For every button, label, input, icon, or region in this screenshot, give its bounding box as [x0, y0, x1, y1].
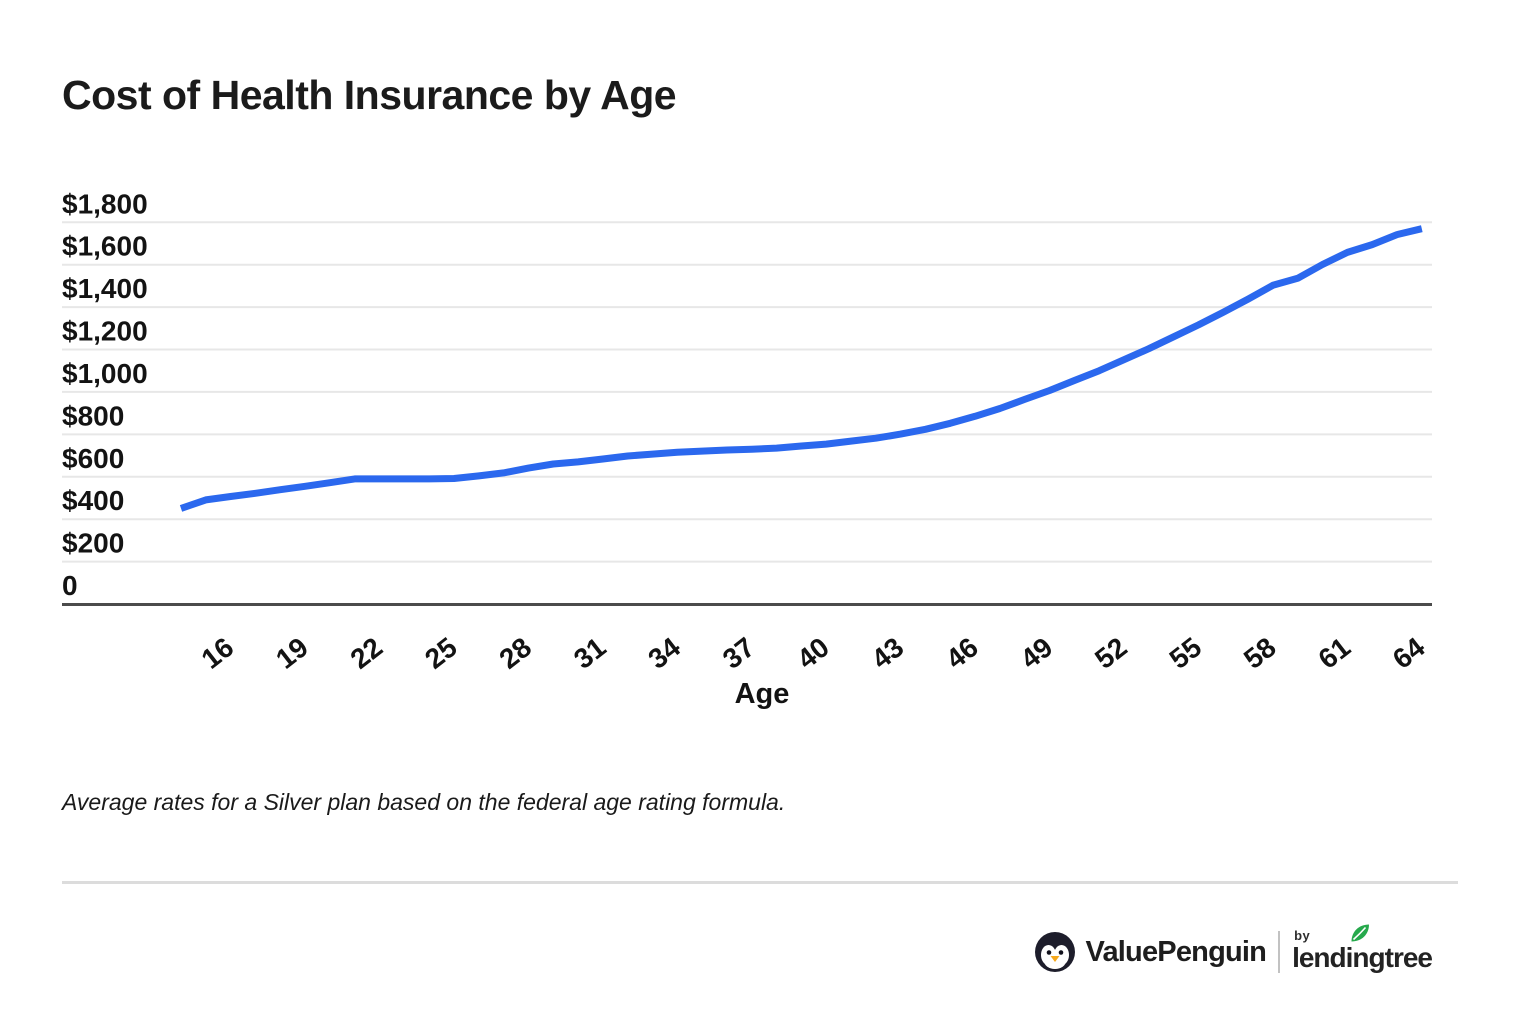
valuepenguin-wordmark: ValuePenguin	[1085, 935, 1267, 968]
y-tick-label: $400	[62, 485, 124, 516]
x-tick-label: 28	[493, 631, 537, 675]
penguin-icon	[1034, 932, 1075, 972]
page-title: Cost of Health Insurance by Age	[62, 72, 677, 118]
y-tick-label: $1,800	[62, 188, 148, 219]
x-tick-label: 58	[1238, 631, 1282, 675]
y-tick-label: $1,200	[62, 316, 148, 347]
y-tick-label: $1,400	[62, 273, 148, 304]
x-tick-label: 34	[642, 631, 686, 675]
valuepenguin-logo: ValuePenguin	[1034, 931, 1267, 973]
y-axis-labels: 0 $200 $400 $600 $800 $1,000 $1,200 $1,400 $1,60…	[62, 188, 148, 601]
x-tick-label: 46	[940, 631, 984, 675]
y-tick-label: $1,600	[62, 231, 148, 262]
y-tick-label: $800	[62, 400, 124, 431]
x-tick-label: 22	[345, 631, 389, 675]
gridlines	[62, 221, 1432, 563]
x-tick-label: 31	[568, 631, 612, 675]
x-tick-label: 25	[419, 631, 463, 675]
x-tick-label: 64	[1387, 631, 1431, 675]
x-tick-label: 16	[196, 631, 240, 675]
footer-logos: ValuePenguin by lendingtree	[1034, 924, 1433, 978]
y-tick-label: $200	[62, 528, 124, 559]
y-tick-label: 0	[62, 570, 78, 601]
x-tick-label: 52	[1089, 631, 1133, 675]
by-label: by	[1294, 928, 1311, 943]
x-tick-label: 40	[791, 631, 835, 675]
x-axis-title: Age	[735, 678, 790, 710]
x-tick-label: 37	[717, 631, 761, 675]
chart-footnote: Average rates for a Silver plan based on…	[62, 789, 786, 815]
x-tick-label: 61	[1312, 631, 1356, 675]
logo-divider	[1278, 931, 1281, 973]
premium-line-series	[179, 225, 1423, 512]
x-tick-label: 43	[866, 631, 910, 675]
x-tick-label: 49	[1015, 631, 1059, 675]
x-axis-labels: 16 19 22 25 28 31 34 37 40 43 46 49 52 55 58 61 64	[196, 631, 1431, 675]
x-tick-label: 55	[1164, 631, 1208, 675]
lendingtree-wordmark: lendingtree	[1292, 942, 1433, 973]
leaf-icon	[1351, 924, 1370, 942]
footer-divider	[62, 881, 1458, 884]
x-tick-label: 19	[270, 631, 314, 675]
y-tick-label: $600	[62, 443, 124, 474]
lendingtree-logo: by lendingtree	[1292, 924, 1433, 974]
y-tick-label: $1,000	[62, 358, 148, 389]
